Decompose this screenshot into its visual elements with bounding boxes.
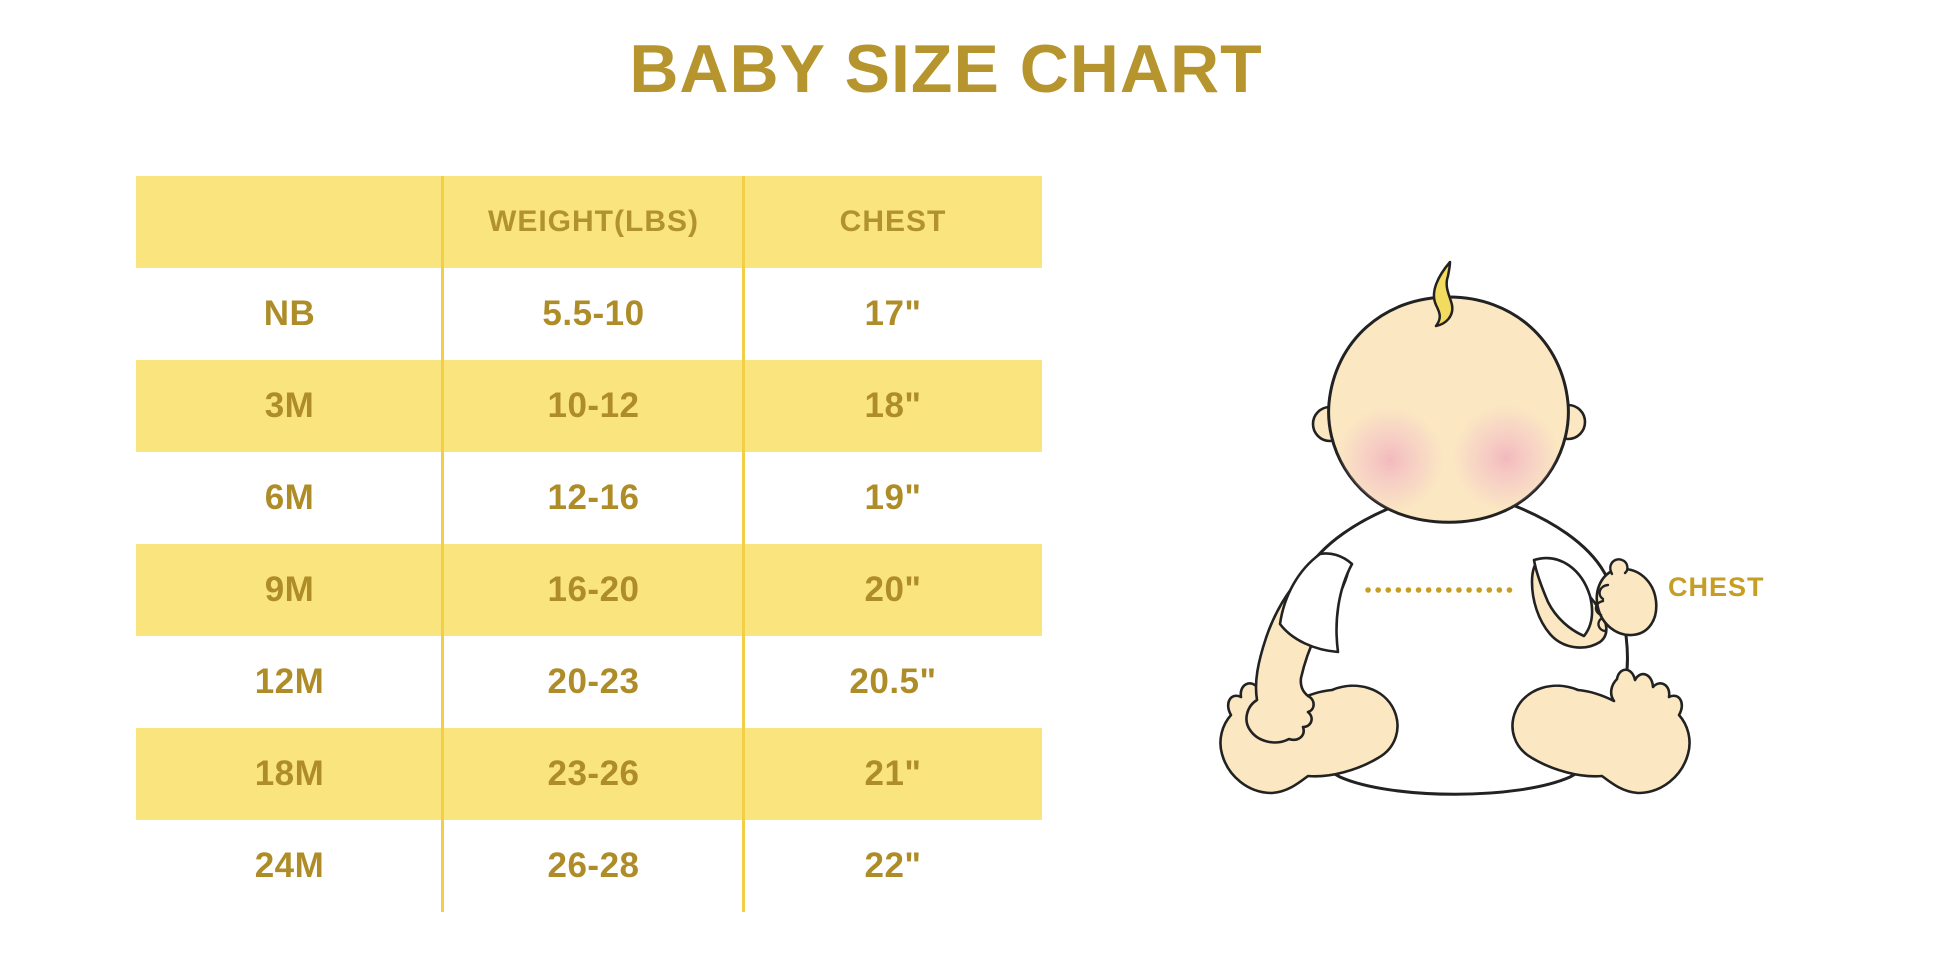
table-row-9m: 9M 16-20 20" — [136, 544, 1042, 636]
table-row-12m: 12M 20-23 20.5" — [136, 636, 1042, 728]
page-title: BABY SIZE CHART — [629, 31, 1263, 107]
baby-hair-curl-icon — [1432, 260, 1454, 328]
chest-cell: 20.5" — [849, 662, 937, 701]
size-cell: NB — [263, 294, 316, 333]
weight-cell: 5.5-10 — [542, 294, 645, 333]
size-cell: 18M — [254, 754, 325, 793]
chest-cell: 18" — [864, 386, 922, 425]
size-table: WEIGHT(LBS) CHEST NB 5.5-10 17" 3M 10-12… — [136, 176, 1042, 912]
header-chest: CHEST — [839, 205, 947, 238]
table-row-18m: 18M 23-26 21" — [136, 728, 1042, 820]
baby-illustration — [1150, 230, 1850, 830]
baby-left-sleeve — [1278, 552, 1354, 654]
weight-cell: 12-16 — [547, 478, 640, 517]
size-cell: 6M — [264, 478, 315, 517]
chest-cell: 20" — [864, 570, 922, 609]
weight-cell: 26-28 — [547, 846, 640, 885]
baby-fist — [1595, 567, 1658, 637]
baby-right-cheek — [1452, 404, 1560, 512]
sitting-baby-icon — [1219, 260, 1691, 796]
weight-cell: 16-20 — [547, 570, 640, 609]
table-row-6m: 6M 12-16 19" — [136, 452, 1042, 544]
baby-left-cheek — [1336, 406, 1444, 514]
size-cell: 12M — [254, 662, 325, 701]
baby-right-leg — [1511, 668, 1691, 795]
size-cell: 24M — [254, 846, 325, 885]
table-row-3m: 3M 10-12 18" — [136, 360, 1042, 452]
weight-cell: 20-23 — [547, 662, 640, 701]
baby-knuckles — [1594, 583, 1610, 633]
weight-cell: 10-12 — [547, 386, 640, 425]
baby-right-sleeve — [1532, 556, 1594, 638]
column-separator-line — [742, 176, 745, 912]
table-row-nb: NB 5.5-10 17" — [136, 268, 1042, 360]
chest-cell: 22" — [864, 846, 922, 885]
column-separator-line — [441, 176, 444, 912]
title-container: BABY SIZE CHART — [0, 30, 1892, 108]
table-header-row: WEIGHT(LBS) CHEST — [136, 176, 1042, 268]
weight-cell: 23-26 — [547, 754, 640, 793]
baby-thumb — [1609, 558, 1629, 576]
header-weight: WEIGHT(LBS) — [488, 205, 699, 238]
chest-cell: 19" — [864, 478, 922, 517]
chest-measurement-label: CHEST — [1668, 572, 1765, 602]
table-row-24m: 24M 26-28 22" — [136, 820, 1042, 912]
size-cell: 9M — [264, 570, 315, 609]
size-cell: 3M — [264, 386, 315, 425]
chest-cell: 17" — [864, 294, 922, 333]
chest-cell: 21" — [864, 754, 922, 793]
